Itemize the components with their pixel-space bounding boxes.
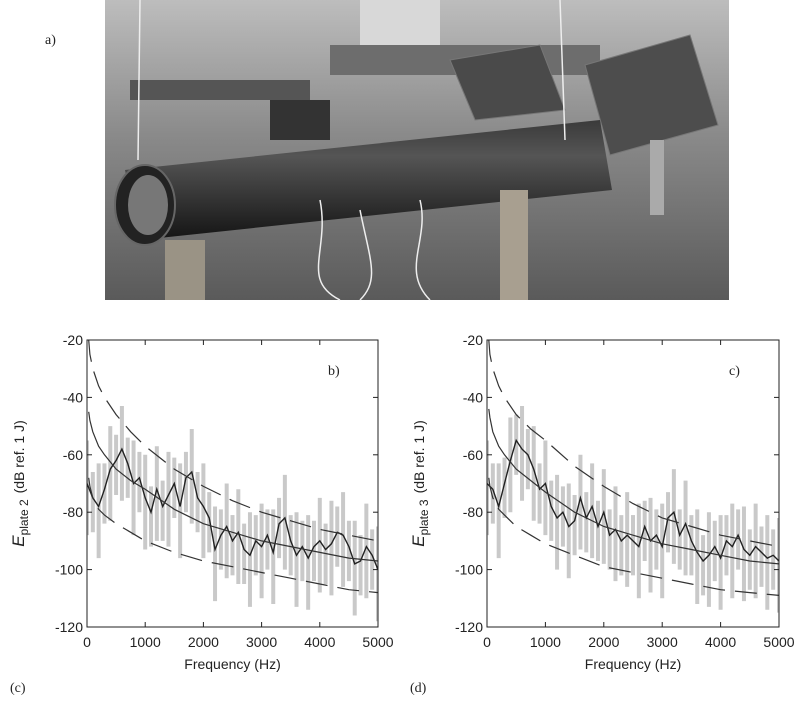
y-axis-symbol: E [409,535,428,547]
y-axis-label: Eplate 2 (dB ref. 1 J) [9,420,31,547]
plot [87,340,378,622]
photo [105,0,729,301]
x-tick-label: 3000 [246,634,277,650]
y-tick-label: -60 [63,447,83,463]
bound-line [488,340,779,548]
x-tick-label: 4000 [304,634,335,650]
x-tick-label: 3000 [647,634,678,650]
bound-line [488,477,779,596]
x-tick-label: 1000 [530,634,561,650]
y-tick-label: -120 [55,619,83,635]
y-tick-label: -60 [463,447,483,463]
x-tick-label: 5000 [362,634,393,650]
y-tick-label: -20 [463,332,483,348]
y-tick-label: -120 [455,619,483,635]
series-line [488,408,779,565]
series-line [88,411,378,562]
panel-label: c) [729,364,740,379]
y-axis-label: Eplate 3 (dB ref. 1 J) [409,420,431,547]
y-axis-unit: (dB ref. 1 J) [11,420,27,493]
y-tick-label: -100 [455,562,483,578]
y-tick-label: -80 [63,504,83,520]
y-axis-symbol: E [9,535,28,547]
x-tick-label: 0 [83,634,91,650]
series-line [87,447,378,570]
plot-frame [486,339,780,628]
panel-label: b) [328,364,340,379]
x-axis-label: Frequency (Hz) [585,656,681,672]
y-tick-label: -20 [63,332,83,348]
y-tick-label: -40 [463,389,483,405]
panel-label: a) [45,33,56,48]
panel-caption: (c) [10,681,26,696]
x-tick-label: 2000 [188,634,219,650]
y-axis-unit: (dB ref. 1 J) [411,420,427,493]
x-tick-label: 0 [483,634,491,650]
x-tick-label: 2000 [588,634,619,650]
y-tick-label: -80 [463,504,483,520]
y-axis-subscript: plate 3 [417,499,431,535]
plot [487,340,779,613]
y-tick-label: -40 [63,389,83,405]
x-tick-label: 4000 [705,634,736,650]
x-tick-label: 5000 [763,634,794,650]
x-axis-label: Frequency (Hz) [184,656,280,672]
y-axis-subscript: plate 2 [17,499,31,535]
x-tick-label: 1000 [130,634,161,650]
series-line [487,438,779,563]
plot-frame [86,339,379,628]
bound-line [88,340,378,542]
bound-line [88,477,378,594]
y-tick-label: -100 [55,562,83,578]
panel-caption: (d) [410,681,427,696]
